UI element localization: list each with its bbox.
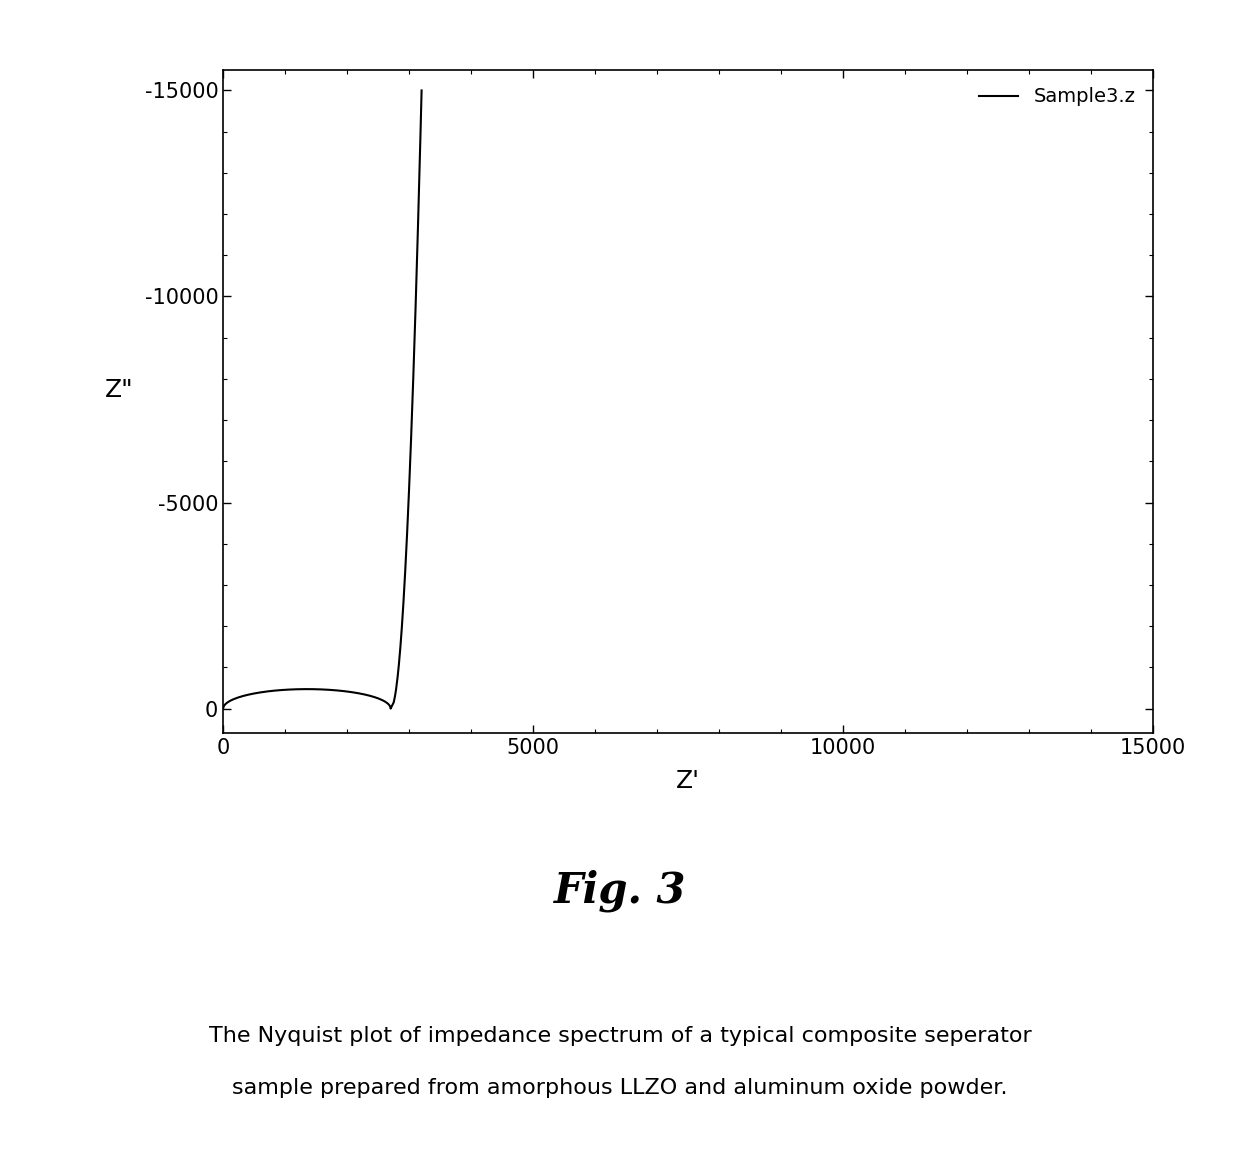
Text: The Nyquist plot of impedance spectrum of a typical composite seperator: The Nyquist plot of impedance spectrum o… (208, 1025, 1032, 1046)
Text: Fig. 3: Fig. 3 (554, 870, 686, 911)
Text: sample prepared from amorphous LLZO and aluminum oxide powder.: sample prepared from amorphous LLZO and … (232, 1078, 1008, 1099)
Legend: Sample3.z: Sample3.z (971, 79, 1143, 114)
Y-axis label: Z": Z" (105, 377, 134, 402)
X-axis label: Z': Z' (676, 769, 701, 794)
